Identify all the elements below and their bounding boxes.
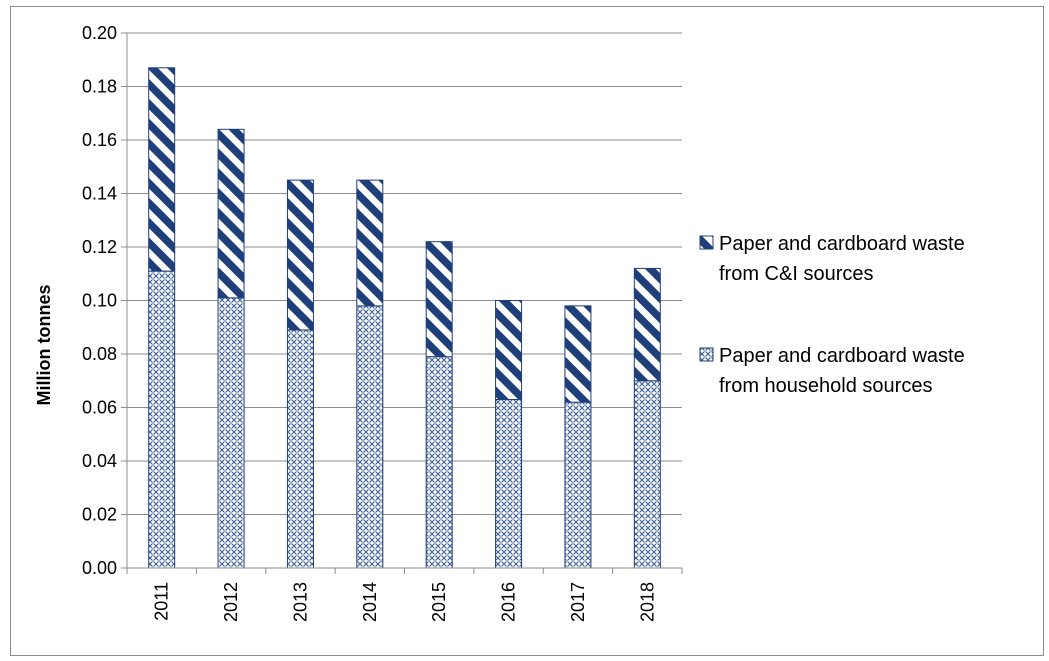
legend-label-household-line2: from household sources bbox=[719, 375, 932, 397]
legend-label-household-line1: Paper and cardboard waste bbox=[719, 345, 965, 367]
bar-household-2014 bbox=[356, 305, 384, 569]
y-tick-label: 0.10 bbox=[82, 291, 117, 311]
bars bbox=[148, 67, 661, 569]
y-axis-title: Million tonnes bbox=[34, 285, 54, 406]
y-tick-label: 0.00 bbox=[82, 558, 117, 578]
x-axis-ticks: 2011 2012 2013 2014 2015 2016 2017 2018 bbox=[126, 568, 683, 622]
bar-ci-2012 bbox=[217, 128, 245, 299]
x-tick-label: 2014 bbox=[360, 582, 380, 622]
bar-household-2017 bbox=[564, 401, 592, 569]
bar-ci-2018 bbox=[633, 267, 661, 382]
y-tick-label: 0.18 bbox=[82, 77, 117, 97]
bar-household-2015 bbox=[425, 356, 453, 569]
y-tick-label: 0.14 bbox=[82, 184, 117, 204]
bar-ci-2011 bbox=[148, 67, 176, 272]
bar-household-2012 bbox=[217, 297, 245, 569]
bar-household-2016 bbox=[495, 398, 523, 569]
x-tick-label: 2018 bbox=[637, 582, 657, 622]
legend: Paper and cardboard waste from C&I sourc… bbox=[699, 233, 965, 397]
bar-household-2018 bbox=[633, 380, 661, 569]
bar-ci-2013 bbox=[286, 179, 314, 331]
x-tick-label: 2017 bbox=[568, 582, 588, 622]
x-tick-label: 2012 bbox=[221, 582, 241, 622]
x-tick-label: 2016 bbox=[499, 582, 519, 622]
bar-ci-2017 bbox=[564, 305, 592, 403]
y-tick-label: 0.06 bbox=[82, 398, 117, 418]
y-tick-label: 0.12 bbox=[82, 237, 117, 257]
chart-frame bbox=[10, 6, 1044, 656]
x-tick-label: 2011 bbox=[152, 582, 172, 621]
bar-household-2013 bbox=[286, 329, 314, 569]
y-tick-label: 0.16 bbox=[82, 130, 117, 150]
legend-label-ci-line2: from C&I sources bbox=[719, 263, 873, 285]
bar-household-2011 bbox=[148, 270, 176, 569]
y-axis-ticks: 0.00 0.02 0.04 0.06 0.08 0.10 0.12 0.14 0.16 0.18… bbox=[82, 23, 127, 578]
y-tick-label: 0.08 bbox=[82, 344, 117, 364]
y-tick-label: 0.04 bbox=[82, 451, 117, 471]
legend-swatch-ci bbox=[699, 235, 714, 250]
y-tick-label: 0.02 bbox=[82, 505, 117, 525]
x-tick-label: 2015 bbox=[429, 582, 449, 622]
legend-swatch-household bbox=[699, 347, 714, 362]
bar-ci-2015 bbox=[425, 241, 453, 358]
y-tick-label: 0.20 bbox=[82, 23, 117, 43]
bar-ci-2016 bbox=[495, 300, 523, 400]
gridlines bbox=[127, 32, 682, 515]
x-tick-label: 2013 bbox=[290, 582, 310, 622]
bar-ci-2014 bbox=[356, 179, 384, 307]
legend-label-ci-line1: Paper and cardboard waste bbox=[719, 233, 965, 255]
